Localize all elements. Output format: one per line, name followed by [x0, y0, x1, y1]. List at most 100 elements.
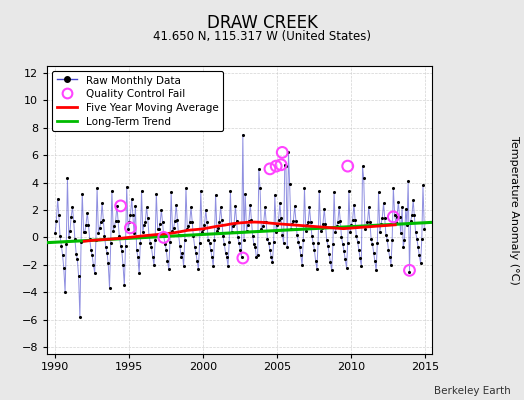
Point	[277, 215, 285, 222]
Point	[219, 233, 227, 239]
Point	[393, 214, 401, 220]
Point	[246, 201, 255, 208]
Point	[261, 204, 269, 210]
Point	[300, 185, 309, 191]
Point	[419, 182, 427, 188]
Point	[211, 192, 220, 198]
Point	[96, 219, 105, 226]
Point	[305, 204, 314, 210]
Point	[319, 220, 327, 227]
Point	[188, 219, 196, 226]
Point	[187, 204, 195, 210]
Point	[127, 196, 136, 202]
Point	[174, 232, 183, 238]
Point	[87, 246, 95, 253]
Point	[329, 241, 337, 248]
Point	[325, 251, 333, 257]
Point	[237, 254, 246, 260]
Point	[206, 246, 215, 253]
Point	[298, 262, 307, 268]
Point	[240, 237, 248, 243]
Point	[283, 244, 291, 250]
Point	[152, 190, 160, 197]
Point	[303, 222, 311, 228]
Point	[85, 236, 94, 242]
Point	[198, 229, 206, 235]
Point	[238, 255, 247, 261]
Point	[139, 229, 147, 235]
Point	[388, 237, 396, 243]
Point	[331, 229, 340, 235]
Point	[77, 238, 85, 245]
Point	[304, 219, 312, 226]
Point	[309, 240, 318, 246]
Point	[415, 252, 423, 258]
Point	[137, 188, 146, 194]
Point	[277, 162, 285, 168]
Point	[126, 212, 135, 219]
Point	[124, 226, 132, 232]
Point	[71, 236, 79, 242]
Point	[66, 227, 74, 234]
Point	[313, 266, 321, 272]
Point	[143, 204, 151, 210]
Point	[215, 219, 223, 226]
Point	[269, 238, 278, 245]
Point	[51, 230, 59, 236]
Point	[92, 237, 100, 243]
Point	[280, 162, 289, 168]
Point	[162, 246, 170, 253]
Point	[316, 227, 325, 234]
Point	[110, 223, 118, 230]
Point	[54, 212, 63, 219]
Point	[214, 225, 222, 231]
Point	[193, 258, 201, 264]
Point	[257, 226, 266, 232]
Point	[94, 230, 103, 236]
Point	[341, 256, 350, 262]
Point	[173, 216, 181, 223]
Point	[108, 188, 116, 194]
Text: 41.650 N, 115.317 W (United States): 41.650 N, 115.317 W (United States)	[153, 30, 371, 43]
Point	[116, 242, 125, 249]
Point	[123, 184, 131, 190]
Point	[155, 226, 163, 232]
Point	[145, 232, 153, 238]
Point	[250, 241, 258, 248]
Point	[366, 219, 374, 226]
Point	[60, 264, 68, 271]
Point	[256, 185, 264, 191]
Point	[91, 270, 99, 276]
Point	[171, 218, 179, 224]
Point	[372, 267, 380, 274]
Point	[205, 240, 214, 246]
Point	[373, 240, 381, 246]
Point	[376, 229, 384, 235]
Point	[320, 206, 329, 212]
Point	[134, 254, 142, 260]
Point	[285, 149, 293, 156]
Point	[279, 240, 288, 246]
Point	[159, 234, 168, 241]
Point	[80, 229, 88, 235]
Point	[196, 188, 205, 194]
Point	[266, 246, 274, 253]
Point	[158, 219, 167, 226]
Point	[286, 181, 294, 187]
Point	[200, 222, 209, 228]
Point	[93, 185, 101, 191]
Point	[369, 249, 378, 256]
Point	[210, 237, 219, 243]
Point	[185, 219, 194, 226]
Point	[290, 203, 299, 209]
Point	[159, 233, 168, 239]
Point	[235, 240, 243, 246]
Point	[386, 254, 394, 260]
Point	[136, 240, 145, 246]
Point	[103, 249, 111, 256]
Point	[336, 218, 344, 224]
Point	[368, 241, 377, 248]
Point	[275, 216, 283, 223]
Point	[109, 227, 117, 234]
Point	[192, 249, 200, 256]
